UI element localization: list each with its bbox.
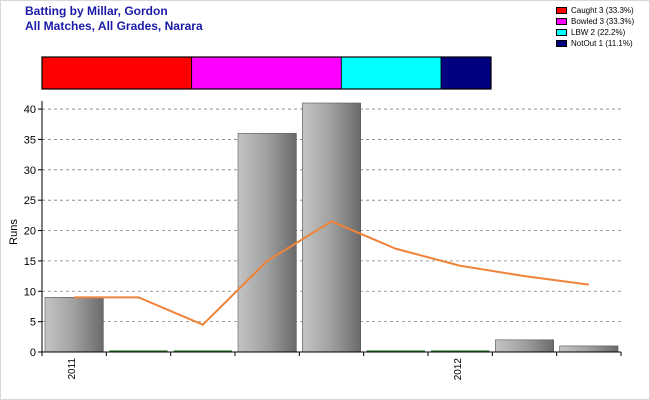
bar-innings-8 <box>495 339 554 353</box>
average-line-path <box>74 220 589 326</box>
legend-swatch <box>556 7 567 14</box>
chart-title-line1: Batting by Millar, Gordon <box>25 4 168 18</box>
y-tick-label: 0 <box>30 347 36 359</box>
legend-label: Bowled 3 (33.3%) <box>571 17 635 26</box>
bars <box>44 102 619 353</box>
legend-label: LBW 2 (22.2%) <box>571 28 626 37</box>
dismissal-segment-caught <box>41 56 193 90</box>
x-tick-label: 2012 <box>453 358 464 381</box>
dismissal-segment-notout <box>440 56 492 90</box>
bar-innings-4 <box>237 133 297 353</box>
average-line <box>74 220 589 326</box>
dismissal-bar-border <box>41 56 492 90</box>
axes: 0 5 10 15 20 25 30 35 40 2011 2012 <box>24 101 622 381</box>
dismissal-segment-lbw <box>340 56 442 90</box>
dismissal-segment-bowled <box>191 56 342 90</box>
bar-innings-1 <box>44 297 104 353</box>
legend-item-bowled: Bowled 3 (33.3%) <box>556 16 646 27</box>
x-tick-label: 2011 <box>67 358 78 380</box>
y-tick-label: 20 <box>24 226 36 238</box>
y-tick-label: 30 <box>24 165 36 177</box>
y-axis-label: Runs <box>8 219 20 245</box>
bar-innings-5 <box>302 102 361 353</box>
y-tick-label: 35 <box>24 134 36 146</box>
legend-item-lbw: LBW 2 (22.2%) <box>556 27 646 38</box>
legend-label: NotOut 1 (11.1%) <box>571 39 633 48</box>
bar-innings-9 <box>559 345 619 353</box>
legend: Caught 3 (33.3%) Bowled 3 (33.3%) LBW 2 … <box>556 5 646 49</box>
y-tick-label: 15 <box>24 256 36 268</box>
y-tick-label: 5 <box>30 317 36 329</box>
chart-title-line2: All Matches, All Grades, Narara <box>25 19 203 33</box>
legend-item-caught: Caught 3 (33.3%) <box>556 5 646 16</box>
legend-item-notout: NotOut 1 (11.1%) <box>556 38 646 49</box>
legend-label: Caught 3 (33.3%) <box>571 6 634 15</box>
y-tick-label: 25 <box>24 195 36 207</box>
legend-swatch <box>556 40 567 47</box>
y-tick-label: 40 <box>24 104 36 116</box>
dismissal-bar <box>41 56 492 90</box>
y-tick-label: 10 <box>24 286 36 298</box>
legend-swatch <box>556 29 567 36</box>
legend-swatch <box>556 18 567 25</box>
